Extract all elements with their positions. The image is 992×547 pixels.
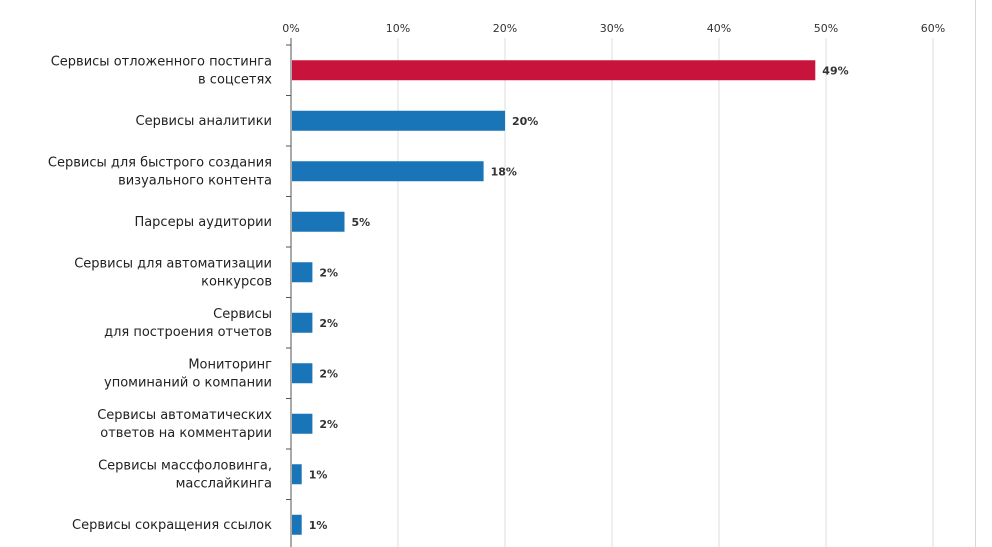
value-label: 18% [491, 165, 517, 178]
x-tick-label: 30% [600, 22, 624, 35]
x-tick-label: 50% [814, 22, 838, 35]
value-label: 49% [822, 64, 848, 77]
category-label: Сервисы сокращения ссылок [72, 518, 272, 533]
category-label: Парсеры аудитории [134, 215, 272, 230]
bar [292, 413, 313, 434]
category-label-line: Сервисы [213, 307, 272, 322]
category-label-line: Сервисы автоматических [97, 408, 272, 423]
bar [292, 60, 816, 81]
value-label: 20% [512, 115, 538, 128]
category-label-line: Парсеры аудитории [134, 215, 272, 230]
x-tick-label: 60% [921, 22, 945, 35]
bar [292, 262, 313, 283]
category-label-line: масслайкинга [176, 476, 272, 491]
category-label: Сервисы аналитики [136, 114, 273, 129]
x-tick-label: 40% [707, 22, 731, 35]
bar [292, 161, 484, 182]
category-label-line: для построения отчетов [104, 325, 272, 340]
category-label: Сервисы для автоматизации конкурсов [74, 256, 272, 289]
x-tick-label: 20% [493, 22, 517, 35]
category-label: Сервисы автоматических ответов на коммент… [97, 408, 272, 441]
bar [292, 464, 302, 485]
category-label-line: в соцсетях [198, 72, 272, 87]
category-label-line: Сервисы для быстрого создания [48, 155, 272, 170]
bar [292, 312, 313, 333]
category-label-line: упоминаний о компании [104, 375, 272, 390]
bar [292, 363, 313, 384]
category-label: Сервисы для построения отчетов [104, 307, 272, 340]
value-label: 2% [319, 266, 338, 279]
value-label: 1% [309, 519, 328, 532]
bar [292, 110, 505, 131]
value-label: 5% [352, 216, 371, 229]
category-label-line: Сервисы сокращения ссылок [72, 518, 272, 533]
category-label-line: Сервисы массфоловинга, [98, 458, 272, 473]
x-tick-label: 0% [282, 22, 299, 35]
bar [292, 211, 345, 232]
category-label: Сервисы массфоловинга, масслайкинга [98, 458, 272, 491]
category-label-line: ответов на комментарии [100, 426, 272, 441]
category-label-line: Сервисы для автоматизации [74, 256, 272, 271]
category-label-line: конкурсов [201, 274, 272, 289]
category-label-line: Сервисы отложенного постинга [51, 54, 272, 69]
value-label: 2% [319, 418, 338, 431]
value-label: 2% [319, 367, 338, 380]
category-label: Сервисы отложенного постинга в соцсетях [51, 54, 273, 87]
x-tick-label: 10% [386, 22, 410, 35]
value-label: 2% [319, 317, 338, 330]
category-label-line: визуального контента [118, 173, 272, 188]
value-label: 1% [309, 468, 328, 481]
category-label-line: Мониторинг [188, 357, 272, 372]
category-label: Мониторинг упоминаний о компании [104, 357, 272, 390]
category-label: Сервисы для быстрого создания визуального… [48, 155, 272, 188]
bar [292, 514, 302, 535]
category-label-line: Сервисы аналитики [136, 114, 273, 129]
